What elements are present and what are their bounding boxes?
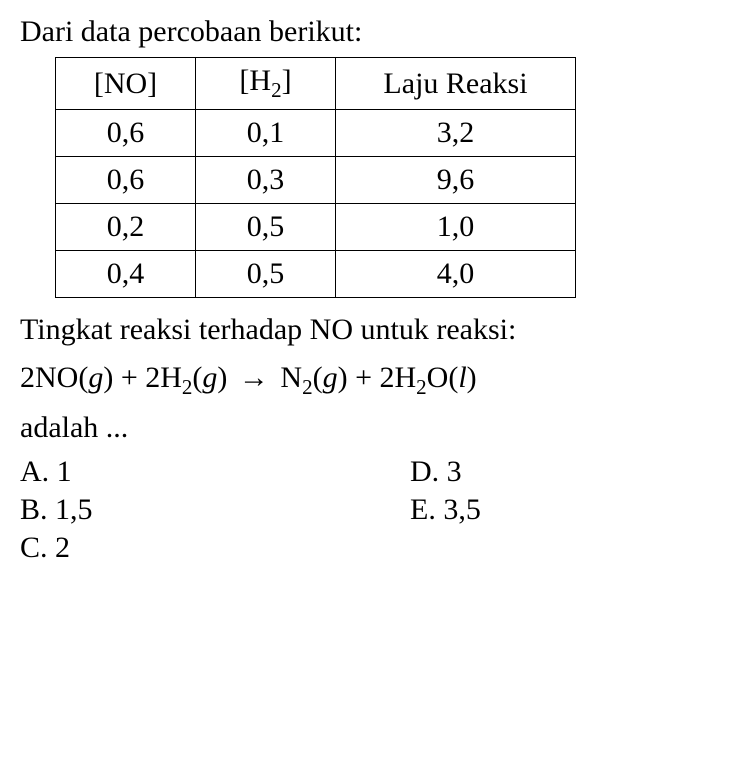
cell-h2: 0,5 — [196, 204, 336, 251]
arrow-icon: → — [235, 356, 273, 400]
question-block: Tingkat reaksi terhadap NO untuk reaksi:… — [20, 308, 721, 449]
cell-h2: 0,1 — [196, 110, 336, 157]
options-block: A. 1 D. 3 B. 1,5 E. 3,5 C. 2 — [20, 455, 721, 565]
cell-h2: 0,5 — [196, 251, 336, 298]
table-row: 0,6 0,3 9,6 — [56, 157, 576, 204]
header-rate: Laju Reaksi — [336, 58, 576, 110]
cell-no: 0,2 — [56, 204, 196, 251]
table-row: 0,6 0,1 3,2 — [56, 110, 576, 157]
cell-no: 0,4 — [56, 251, 196, 298]
cell-no: 0,6 — [56, 110, 196, 157]
equation: 2NO(g) + 2H2(g) → N2(g) + 2H2O(l) — [20, 356, 721, 402]
option-c: C. 2 — [20, 531, 410, 565]
table-row: 0,4 0,5 4,0 — [56, 251, 576, 298]
data-table: [NO] [H2] Laju Reaksi 0,6 0,1 3,2 0,6 0,… — [55, 57, 576, 298]
cell-rate: 3,2 — [336, 110, 576, 157]
option-d: D. 3 — [410, 455, 721, 489]
question-line2: adalah ... — [20, 406, 721, 450]
table-row: 0,2 0,5 1,0 — [56, 204, 576, 251]
header-no: [NO] — [56, 58, 196, 110]
question-line1: Tingkat reaksi terhadap NO untuk reaksi: — [20, 308, 721, 352]
cell-no: 0,6 — [56, 157, 196, 204]
cell-h2: 0,3 — [196, 157, 336, 204]
intro-text: Dari data percobaan berikut: — [20, 15, 721, 49]
cell-rate: 9,6 — [336, 157, 576, 204]
option-e: E. 3,5 — [410, 493, 721, 527]
cell-rate: 4,0 — [336, 251, 576, 298]
header-h2: [H2] — [196, 58, 336, 110]
option-b: B. 1,5 — [20, 493, 410, 527]
cell-rate: 1,0 — [336, 204, 576, 251]
option-a: A. 1 — [20, 455, 410, 489]
table-header-row: [NO] [H2] Laju Reaksi — [56, 58, 576, 110]
